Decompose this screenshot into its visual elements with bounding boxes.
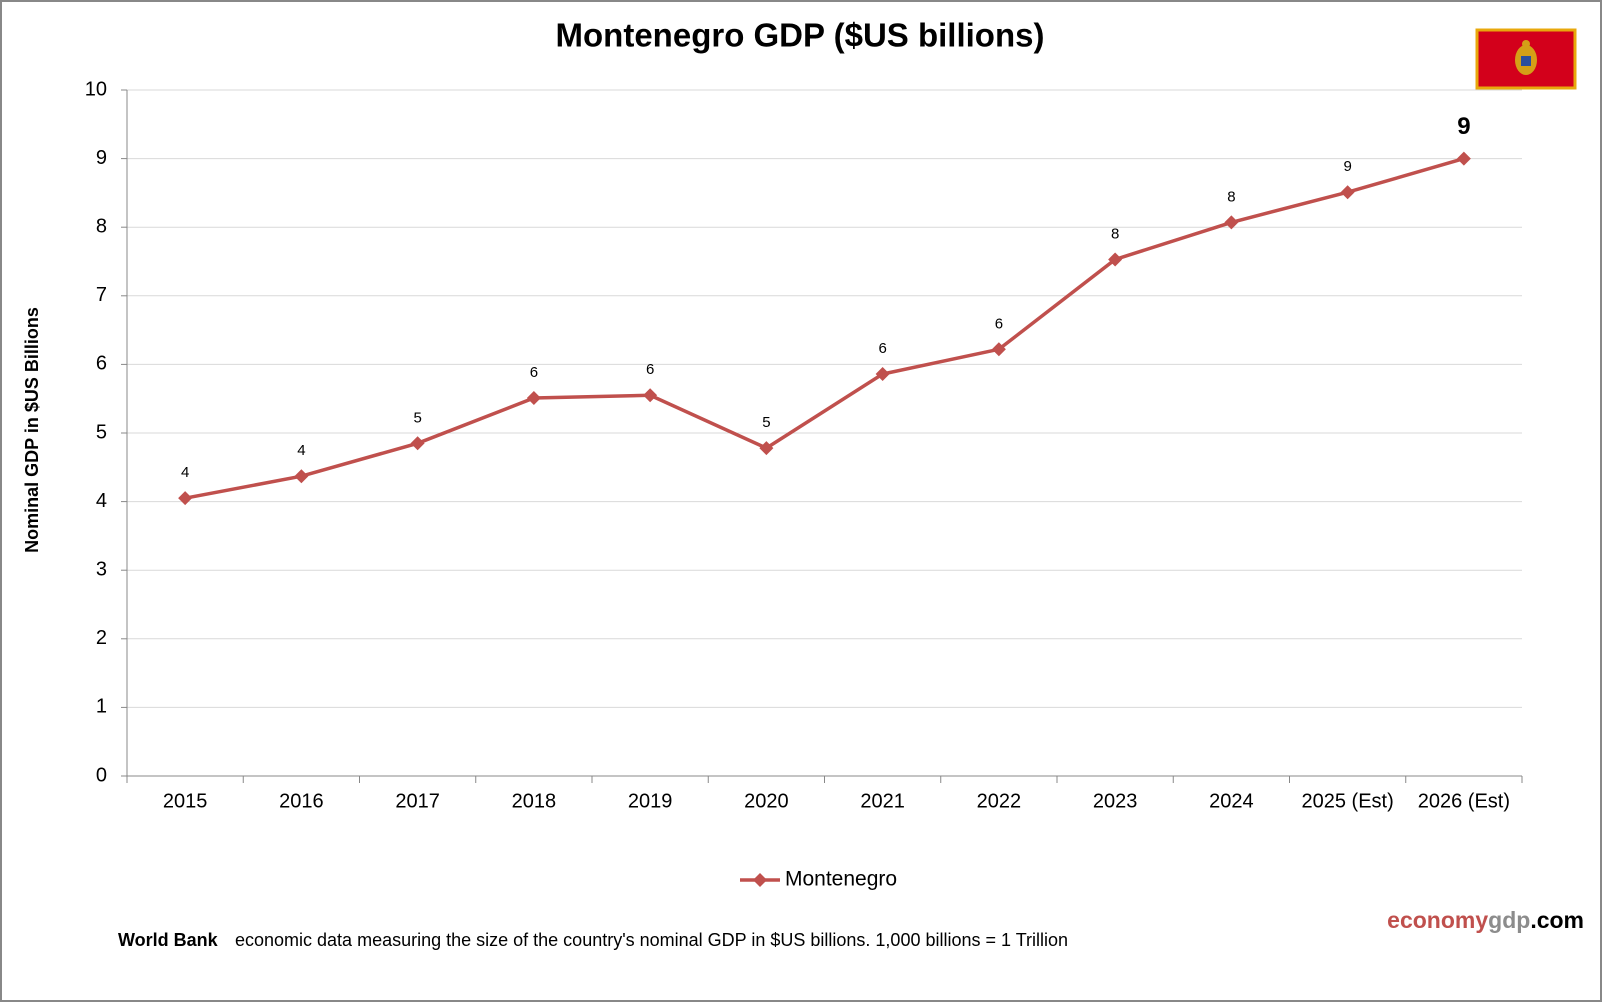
y-axis-label: Nominal GDP in $US Billions [22, 307, 42, 553]
data-label: 8 [1111, 225, 1119, 242]
data-label: 4 [181, 464, 189, 481]
y-tick-label: 0 [96, 764, 107, 786]
y-tick-label: 4 [96, 490, 107, 512]
x-tick-label: 2020 [744, 790, 789, 812]
brand-part: .com [1530, 907, 1584, 933]
y-tick-label: 7 [96, 284, 107, 306]
data-label: 6 [878, 340, 886, 357]
x-tick-label: 2016 [279, 790, 324, 812]
data-point [1340, 185, 1355, 200]
data-point [759, 441, 774, 456]
data-point [875, 367, 890, 382]
x-tick-label: 2022 [977, 790, 1022, 812]
y-tick-label: 5 [96, 421, 107, 443]
y-tick-label: 8 [96, 215, 107, 237]
data-label: 5 [413, 409, 421, 426]
data-label: 5 [762, 414, 770, 431]
data-label: 4 [297, 442, 305, 459]
data-label: 9 [1457, 113, 1470, 140]
legend-label: Montenegro [785, 868, 897, 891]
footer-source: World Bank [118, 930, 219, 950]
brand-part: gdp [1488, 907, 1530, 933]
data-label: 6 [530, 364, 538, 381]
data-point [643, 388, 658, 403]
data-label: 6 [995, 315, 1003, 332]
data-point [1456, 151, 1471, 166]
footer-text: economic data measuring the size of the … [235, 930, 1068, 950]
x-tick-label: 2017 [395, 790, 440, 812]
flag [1475, 28, 1577, 90]
y-tick-label: 9 [96, 147, 107, 169]
brand: economygdp.com [1387, 907, 1584, 933]
y-tick-label: 3 [96, 558, 107, 580]
x-tick-label: 2015 [163, 790, 208, 812]
legend-marker [753, 873, 767, 887]
data-point [1224, 215, 1239, 230]
y-tick-label: 6 [96, 353, 107, 375]
data-point [294, 469, 309, 484]
data-label: 8 [1227, 188, 1235, 205]
x-tick-label: 2023 [1093, 790, 1138, 812]
x-tick-label: 2021 [860, 790, 905, 812]
y-tick-label: 10 [85, 78, 107, 100]
chart-title: Montenegro GDP ($US billions) [556, 17, 1045, 54]
x-tick-label: 2025 (Est) [1301, 790, 1393, 812]
y-tick-label: 2 [96, 627, 107, 649]
data-point [526, 391, 541, 406]
y-tick-label: 1 [96, 696, 107, 718]
data-point [1108, 252, 1123, 267]
data-point [991, 342, 1006, 357]
data-label: 9 [1343, 158, 1351, 175]
brand-part: economy [1387, 907, 1488, 933]
data-point [410, 436, 425, 451]
x-tick-label: 2024 [1209, 790, 1254, 812]
data-point [178, 491, 193, 506]
series-line [184, 156, 1465, 500]
x-tick-label: 2019 [628, 790, 673, 812]
x-tick-label: 2018 [512, 790, 557, 812]
data-label: 6 [646, 361, 654, 378]
x-tick-label: 2026 (Est) [1418, 790, 1510, 812]
